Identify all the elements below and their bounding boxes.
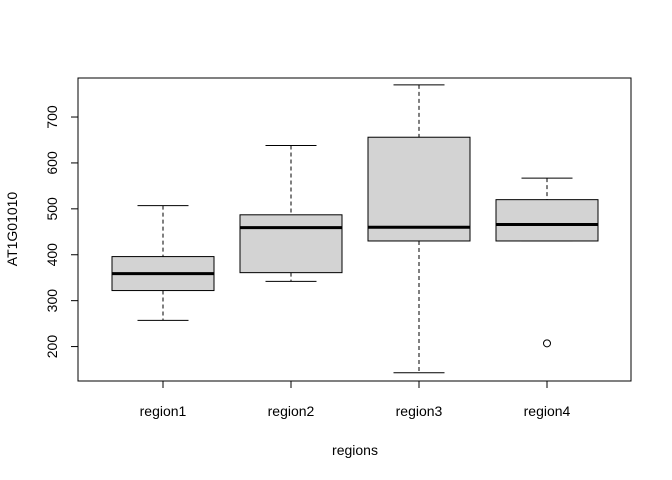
iqr-box xyxy=(239,214,343,274)
y-axis-label: AT1G01010 xyxy=(4,192,20,267)
boxes xyxy=(111,84,599,374)
y-tick-label: 700 xyxy=(44,105,60,129)
x-tick-label-region1: region1 xyxy=(140,403,187,419)
x-tick-label-region4: region4 xyxy=(524,403,571,419)
x-tick-label-region2: region2 xyxy=(268,403,315,419)
iqr-box xyxy=(367,136,471,242)
outlier-point xyxy=(543,339,551,348)
x-tick-label-region3: region3 xyxy=(396,403,443,419)
y-tick-label: 400 xyxy=(44,243,60,267)
box-region1 xyxy=(111,205,215,321)
box-region4 xyxy=(495,177,599,348)
x-axis-label: regions xyxy=(332,442,378,458)
y-tick-label: 600 xyxy=(44,151,60,175)
y-tick-label: 500 xyxy=(44,197,60,221)
iqr-box xyxy=(495,199,599,242)
box-region3 xyxy=(367,84,471,374)
y-tick-label: 300 xyxy=(44,289,60,313)
y-tick-label: 200 xyxy=(44,335,60,359)
y-axis: 200 300 400 500 600 700 xyxy=(44,105,79,359)
x-axis: region1 region2 region3 region4 xyxy=(140,380,571,419)
box-region2 xyxy=(239,144,343,282)
